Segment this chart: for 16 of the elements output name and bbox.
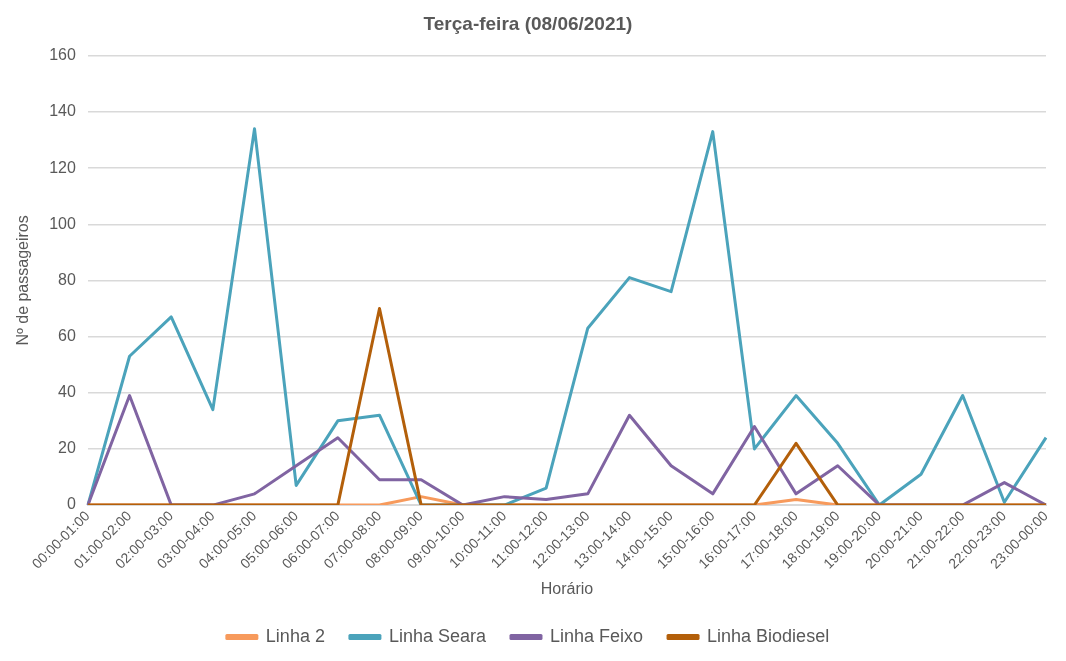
- y-tick-label: 120: [49, 158, 76, 176]
- y-tick-label: 160: [49, 46, 76, 64]
- x-axis-title: Horário: [540, 579, 594, 597]
- y-tick-label: 40: [58, 383, 76, 401]
- legend-label: Linha Seara: [388, 625, 487, 646]
- legend-label: Linha 2: [265, 625, 325, 646]
- legend-label: Linha Feixo: [549, 625, 644, 646]
- y-tick-label: 60: [58, 327, 76, 345]
- y-tick-label: 80: [58, 270, 76, 288]
- y-axis-title: Nº de passageiros: [14, 215, 32, 346]
- y-tick-label: 0: [66, 495, 76, 513]
- y-tick-label: 100: [49, 214, 76, 232]
- legend-label: Linha Biodiesel: [707, 625, 830, 646]
- chart-title: Terça-feira (08/06/2021): [423, 12, 633, 34]
- y-tick-label: 140: [49, 102, 76, 120]
- y-tick-label: 20: [58, 439, 76, 457]
